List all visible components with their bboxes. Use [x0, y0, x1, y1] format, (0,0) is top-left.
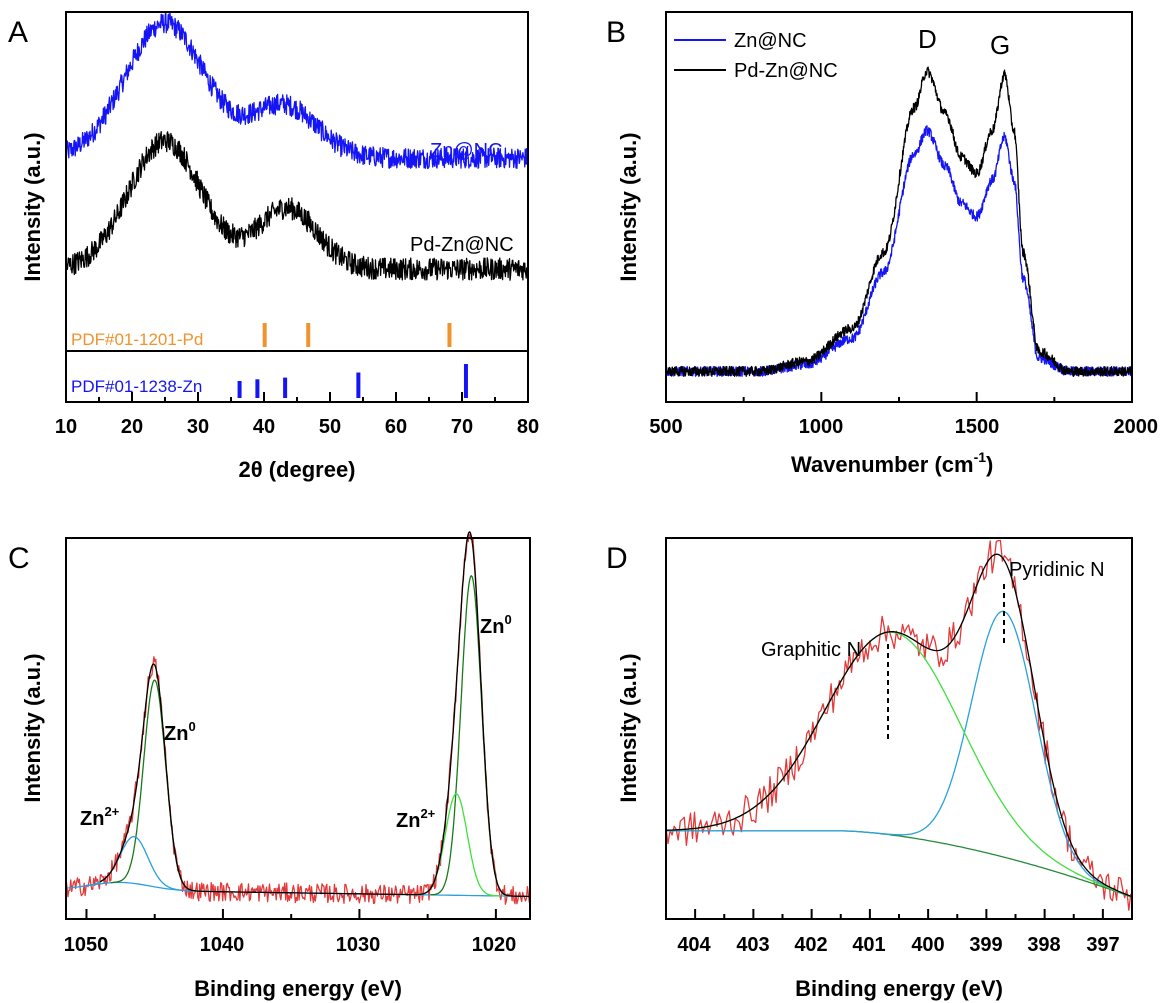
panel-b: B 500 1000 1500 2000 Wavenumber (cm-1) I… [606, 11, 1159, 477]
panel-c-xtick: 1050 [64, 934, 109, 956]
panel-c-xtick: 1030 [336, 934, 381, 956]
panel-a-xlabel: 2θ (degree) [238, 457, 355, 482]
panel-c-anno-text: Zn [396, 810, 420, 832]
panel-b-band-label-d: D [918, 24, 937, 54]
panel-c-annotation-zn2plus-right: Zn2+ [396, 806, 436, 832]
panel-d-xtick: 403 [736, 934, 769, 956]
panel-c-anno-text: Zn [164, 723, 188, 745]
panel-d-raw-data [665, 539, 1132, 911]
panel-a-series-line [65, 12, 529, 170]
panel-a-xtick: 10 [55, 416, 77, 438]
panel-d-xtick: 402 [794, 934, 827, 956]
panel-b-xlabel: Wavenumber (cm-1) [791, 449, 993, 477]
panel-b-letter: B [606, 16, 626, 49]
panel-c-letter: C [8, 542, 30, 575]
panel-b-ticks [665, 392, 1133, 402]
panel-a-series-label-zn-nc: Zn@NC [430, 140, 503, 162]
panel-c-xtick: 1020 [472, 934, 517, 956]
panel-b-xlabel-sup: -1 [974, 449, 987, 465]
panel-a-ticks [65, 392, 529, 402]
panel-b-xtick: 500 [649, 416, 682, 438]
panel-c-frame [65, 537, 531, 920]
panel-d-xtick: 397 [1086, 934, 1119, 956]
panel-b-xtick: 1500 [955, 416, 1000, 438]
panel-a-xtick: 80 [517, 416, 539, 438]
panel-d-xtick: 404 [677, 934, 711, 956]
panel-b-ylabel: Intensity (a.u.) [616, 132, 641, 281]
panel-a-series-line [65, 131, 529, 281]
panel-a-ref-label-pd: PDF#01-1201-Pd [71, 330, 203, 349]
panel-d-xlabel: Binding energy (eV) [795, 976, 1003, 1001]
panel-c-anno-sup: 2+ [420, 806, 435, 821]
panel-d-component-peak [665, 631, 1132, 898]
panel-b-xtick: 1000 [799, 416, 844, 438]
panel-b-legend-label-pd-zn-nc: Pd-Zn@NC [734, 60, 838, 82]
panel-a-series-label-pd-zn-nc: Pd-Zn@NC [410, 234, 514, 256]
panel-c-anno-text: Zn [480, 616, 504, 638]
panel-d-ticks [694, 909, 1104, 919]
panel-d-xtick: 399 [969, 934, 1002, 956]
panel-c-component-peak [79, 835, 189, 892]
panel-c-anno-sup: 0 [504, 612, 511, 627]
panel-c-plot-area [65, 531, 530, 905]
panel-b-xlabel-end: ) [986, 452, 993, 477]
panel-a-xtick: 40 [253, 416, 275, 438]
panel-b-series-line [665, 66, 1133, 377]
panel-b-series-line [665, 125, 1133, 377]
panel-d-annotation-graphitic-n: Graphitic N [761, 639, 861, 661]
panel-c-anno-text: Zn [80, 808, 104, 830]
panel-d-frame [665, 537, 1133, 920]
panel-c-anno-sup: 2+ [104, 804, 119, 819]
panel-a-letter: A [8, 16, 28, 49]
panel-d: D 404 403 402 401 400 399 398 397 Bindin… [606, 537, 1133, 1001]
panel-a-plot-area [65, 12, 529, 398]
panel-a-xtick: 70 [451, 416, 473, 438]
panel-d-xtick: 398 [1027, 934, 1060, 956]
panel-d-letter: D [606, 542, 628, 575]
panel-b-xlabel-main: Wavenumber (cm [791, 452, 974, 477]
panel-c-ylabel: Intensity (a.u.) [20, 653, 45, 802]
panel-b-plot-area [665, 66, 1133, 377]
panel-d-plot-area [665, 539, 1132, 911]
panel-d-component-peak [666, 610, 1132, 898]
panel-a-ylabel: Intensity (a.u.) [20, 132, 45, 281]
panel-c-ticks [85, 909, 497, 919]
panel-c-annotation-zn2plus-left: Zn2+ [80, 804, 120, 830]
panel-d-xtick: 400 [911, 934, 944, 956]
panel-b-xtick: 2000 [1114, 416, 1159, 438]
panel-c-background-line [65, 881, 528, 898]
panel-d-annotation-pyridinic-n: Pyridinic N [1009, 559, 1105, 581]
panel-a-ref-label-zn: PDF#01-1238-Zn [71, 377, 202, 396]
panel-a-xtick: 50 [319, 416, 341, 438]
panel-c: C 1050 1040 1030 1020 Binding energy (eV… [8, 531, 531, 1001]
panel-c-xlabel: Binding energy (eV) [194, 976, 402, 1001]
panel-d-xtick: 401 [852, 934, 885, 956]
panel-d-fit-envelope [665, 553, 1132, 897]
panel-c-component-peak [111, 679, 199, 892]
panel-c-annotation-zn0-right: Zn0 [480, 612, 512, 638]
panel-c-xtick: 1040 [200, 934, 245, 956]
panel-d-ylabel: Intensity (a.u.) [616, 653, 641, 802]
panel-b-legend-label-zn-nc: Zn@NC [734, 30, 807, 52]
panel-a: A 10 20 30 40 50 60 70 80 2θ (degree) In… [8, 11, 539, 482]
panel-a-xtick: 20 [121, 416, 143, 438]
panel-c-annotation-zn0-left: Zn0 [164, 719, 196, 745]
panel-a-xtick: 30 [187, 416, 209, 438]
panel-c-fit-envelope [99, 531, 530, 898]
panel-a-xtick: 60 [385, 416, 407, 438]
panel-b-band-label-g: G [990, 30, 1010, 60]
panel-c-anno-sup: 0 [188, 719, 195, 734]
